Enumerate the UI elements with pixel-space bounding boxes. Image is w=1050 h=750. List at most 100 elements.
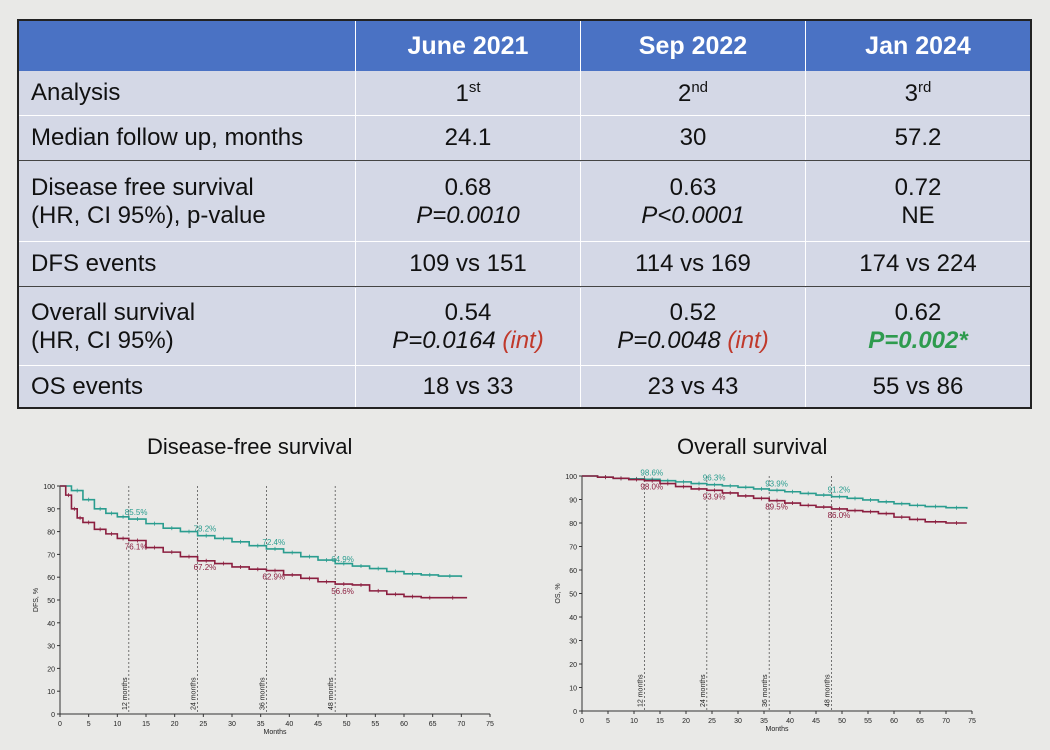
value-cell: 23 vs 43 <box>580 366 805 407</box>
y-tick-label: 30 <box>47 644 55 651</box>
value-cell: 18 vs 33 <box>355 366 580 407</box>
x-tick-label: 0 <box>580 718 584 725</box>
value-cell: 24.1 <box>355 116 580 160</box>
x-tick-label: 35 <box>760 718 768 725</box>
y-tick-label: 80 <box>569 521 577 528</box>
data-label: 91.2% <box>828 486 851 495</box>
table-header-row: June 2021 Sep 2022 Jan 2024 <box>19 21 1030 71</box>
y-tick-label: 10 <box>47 689 55 696</box>
value-cell: 114 vs 169 <box>580 242 805 286</box>
os-chart: 0 10 20 30 40 50 60 70 80 90 100 0 5 10 15 20 25 30 35 40 45… <box>555 468 976 733</box>
landmark-label: 12 months <box>637 674 644 707</box>
x-tick-label: 70 <box>942 718 950 725</box>
data-label: 62.9% <box>262 573 285 582</box>
os-chart-title: Overall survival <box>677 434 828 459</box>
y-tick-label: 40 <box>47 621 55 628</box>
x-tick-label: 10 <box>630 718 638 725</box>
table-row-analysis: Analysis 1st 2nd 3rd <box>19 71 1030 115</box>
value-cell: 109 vs 151 <box>355 242 580 286</box>
y-tick-label: 30 <box>569 639 577 646</box>
x-tick-label: 5 <box>87 721 91 728</box>
x-tick-label: 40 <box>786 718 794 725</box>
landmark-label: 36 months <box>259 677 266 710</box>
dfs-cell: 0.72 NE <box>805 162 1030 241</box>
y-tick-label: 20 <box>47 666 55 673</box>
y-axis-label: OS, % <box>555 583 562 603</box>
landmark-label: 12 months <box>122 677 129 710</box>
data-label: 56.6% <box>331 587 354 596</box>
data-label: 67.2% <box>194 563 217 572</box>
y-tick-label: 100 <box>565 474 577 481</box>
analysis-cell: 1st <box>355 71 580 115</box>
series-1-line <box>582 475 967 524</box>
analysis-cell: 3rd <box>805 71 1030 115</box>
data-label: 85.5% <box>125 508 148 517</box>
x-tick-label: 25 <box>199 721 207 728</box>
table-row-os: Overall survival (HR, CI 95%) 0.54 P=0.016… <box>19 288 1030 365</box>
x-tick-label: 25 <box>708 718 716 725</box>
x-tick-label: 45 <box>812 718 820 725</box>
y-tick-label: 60 <box>569 568 577 575</box>
value-cell: 55 vs 86 <box>805 366 1030 407</box>
dfs-cell: 0.63 P<0.0001 <box>580 162 805 241</box>
x-tick-label: 55 <box>371 721 379 728</box>
x-tick-label: 65 <box>429 721 437 728</box>
y-tick-label: 10 <box>569 686 577 693</box>
table-row-median-follow-up: Median follow up, months 24.1 30 57.2 <box>19 116 1030 160</box>
x-tick-label: 75 <box>486 721 494 728</box>
value-cell: 174 vs 224 <box>805 242 1030 286</box>
x-tick-label: 20 <box>171 721 179 728</box>
data-label: 76.1% <box>125 542 148 551</box>
data-label: 93.9% <box>765 479 788 488</box>
y-tick-label: 70 <box>47 552 55 559</box>
row-label: OS events <box>31 373 144 400</box>
y-tick-label: 40 <box>569 615 577 622</box>
header-jan-2024: Jan 2024 <box>805 21 1030 71</box>
series-0-line <box>60 485 463 578</box>
dfs-chart-title: Disease-free survival <box>147 434 353 459</box>
data-label: 89.5% <box>765 503 788 512</box>
header-sep-2022: Sep 2022 <box>580 21 805 71</box>
series-1-line <box>60 485 468 599</box>
landmark-label: 36 months <box>762 674 769 707</box>
row-label: Median follow up, months <box>31 124 304 151</box>
x-tick-label: 15 <box>142 721 150 728</box>
landmark-label: 48 months <box>825 674 832 707</box>
x-tick-label: 40 <box>285 721 293 728</box>
x-tick-label: 35 <box>257 721 265 728</box>
row-label: DFS events <box>31 250 157 277</box>
x-tick-label: 5 <box>606 718 610 725</box>
y-tick-label: 60 <box>47 575 55 582</box>
y-tick-label: 100 <box>43 484 55 491</box>
y-tick-label: 50 <box>569 592 577 599</box>
x-tick-label: 15 <box>656 718 664 725</box>
header-cell-empty <box>19 21 355 71</box>
x-tick-label: 50 <box>343 721 351 728</box>
x-tick-label: 10 <box>113 721 121 728</box>
x-axis-label: Months <box>766 726 789 733</box>
landmark-label: 48 months <box>328 677 335 710</box>
row-label: Analysis <box>31 79 121 106</box>
data-label: 78.2% <box>194 525 217 534</box>
y-tick-label: 0 <box>573 709 577 716</box>
table-row-os-events: OS events 18 vs 33 23 vs 43 55 vs 86 <box>19 366 1030 407</box>
x-tick-label: 30 <box>228 721 236 728</box>
y-axis-label: DFS, % <box>33 588 40 612</box>
data-label: 64.9% <box>331 555 354 564</box>
x-tick-label: 60 <box>890 718 898 725</box>
data-label: 72.4% <box>262 538 285 547</box>
x-tick-label: 0 <box>58 721 62 728</box>
y-tick-label: 90 <box>569 498 577 505</box>
os-cell: 0.54 P=0.0164 (int) <box>355 288 580 365</box>
data-label: 98.6% <box>640 468 663 477</box>
x-tick-label: 75 <box>968 718 976 725</box>
os-cell: 0.62 P=0.002* <box>805 288 1030 365</box>
x-tick-label: 20 <box>682 718 690 725</box>
results-table: June 2021 Sep 2022 Jan 2024 Analysis 1st… <box>17 19 1032 409</box>
y-tick-label: 20 <box>569 662 577 669</box>
os-cell: 0.52 P=0.0048 (int) <box>580 288 805 365</box>
table-row-dfs: Disease free survival (HR, CI 95%), p-val… <box>19 162 1030 241</box>
header-june-2021: June 2021 <box>355 21 580 71</box>
analysis-cell: 2nd <box>580 71 805 115</box>
x-tick-label: 30 <box>734 718 742 725</box>
